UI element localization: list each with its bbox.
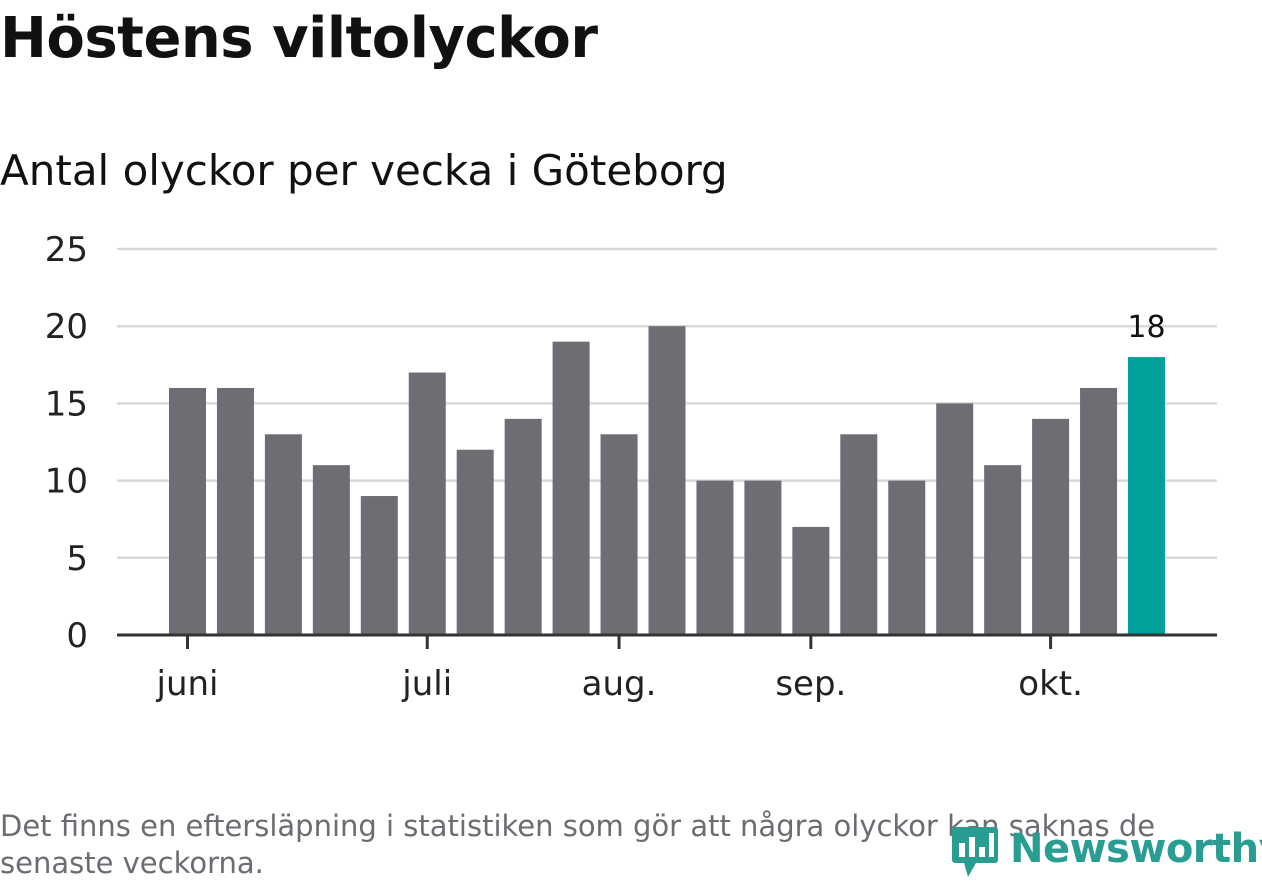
y-tick-label: 15 bbox=[45, 384, 88, 424]
newsworthy-logo: Newsworthy bbox=[950, 818, 1262, 880]
x-tick-label: juni bbox=[156, 664, 219, 704]
x-tick-label: juli bbox=[401, 664, 452, 704]
bar bbox=[696, 480, 734, 635]
bar bbox=[984, 465, 1022, 635]
bar bbox=[792, 526, 830, 635]
bar bbox=[744, 480, 782, 635]
bar bbox=[648, 326, 686, 635]
bar-highlight bbox=[1128, 357, 1165, 635]
bar bbox=[840, 434, 878, 635]
x-tick-label: aug. bbox=[582, 664, 657, 704]
newsworthy-logo-icon bbox=[952, 827, 998, 877]
bar bbox=[936, 403, 974, 635]
y-tick-label: 20 bbox=[45, 307, 88, 347]
logo-wordmark: Newsworthy bbox=[1010, 826, 1262, 872]
data-label: 18 bbox=[1127, 310, 1165, 345]
bar bbox=[504, 418, 542, 635]
bar bbox=[1080, 387, 1118, 635]
bar bbox=[360, 496, 398, 635]
bar bbox=[456, 449, 494, 635]
bar bbox=[312, 465, 350, 635]
y-tick-label: 5 bbox=[66, 539, 88, 579]
bar bbox=[552, 341, 590, 635]
bar bbox=[216, 387, 254, 635]
y-tick-label: 10 bbox=[45, 462, 88, 502]
y-tick-label: 0 bbox=[66, 616, 88, 656]
bar bbox=[888, 480, 926, 635]
bar bbox=[600, 434, 638, 635]
x-tick-label: okt. bbox=[1018, 664, 1083, 704]
chart-title: Höstens viltolyckor bbox=[0, 6, 598, 71]
y-tick-label: 25 bbox=[45, 230, 88, 270]
bar bbox=[408, 372, 446, 635]
bar bbox=[264, 434, 302, 635]
chart-subtitle: Antal olyckor per vecka i Göteborg bbox=[0, 146, 728, 195]
bar bbox=[169, 387, 206, 635]
footnote: Det finns en eftersläpning i statistiken… bbox=[0, 809, 1156, 880]
bar bbox=[1032, 418, 1070, 635]
x-tick-label: sep. bbox=[775, 664, 846, 704]
